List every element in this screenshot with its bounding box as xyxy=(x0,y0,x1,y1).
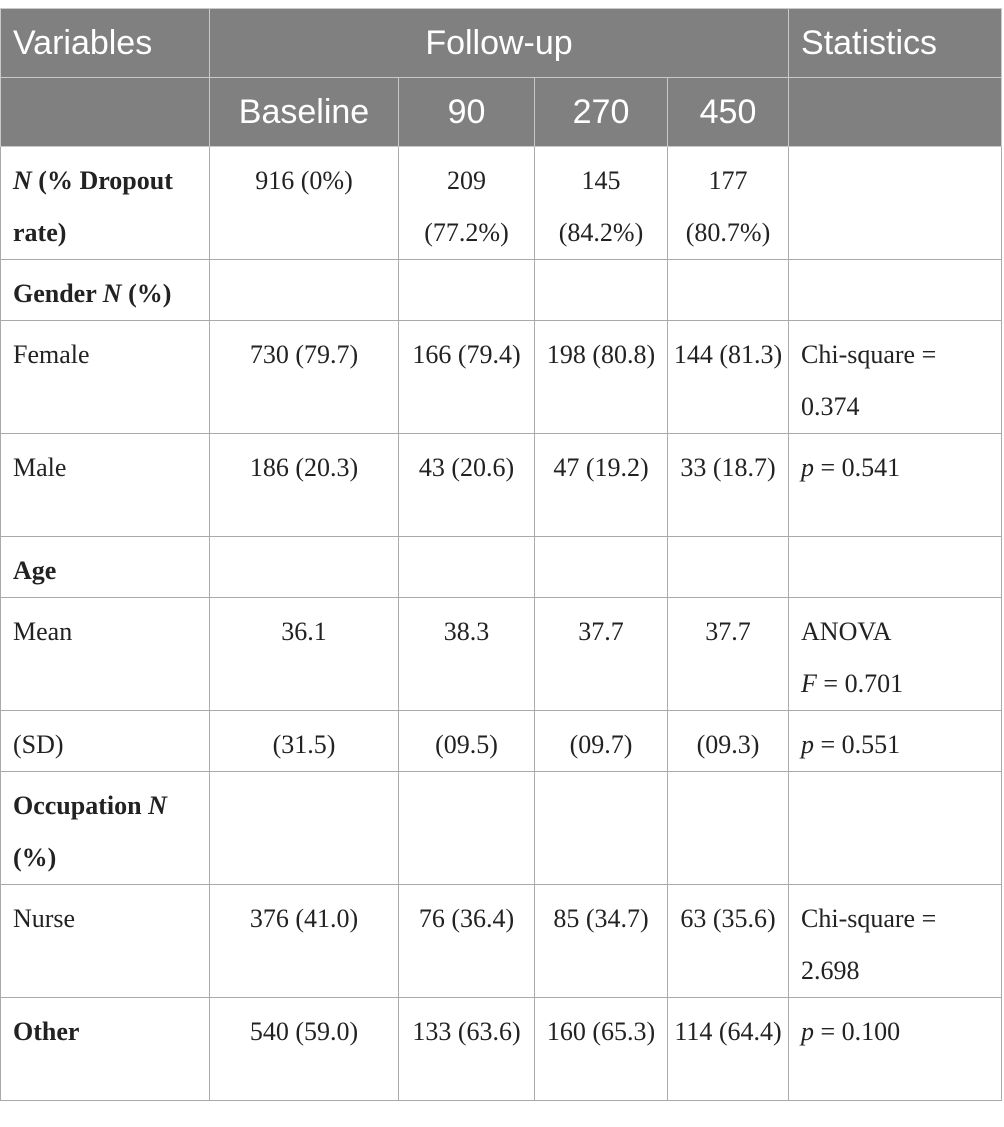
p-symbol: p xyxy=(801,1017,815,1046)
cell-baseline: 540 (59.0) xyxy=(209,997,399,1101)
cell-day-450: 114 (64.4) xyxy=(666,997,790,1101)
header-blank-statistics xyxy=(788,77,1003,147)
stat-value: = 0.701 xyxy=(816,669,904,698)
cell-empty xyxy=(398,771,535,885)
cell-statistics: p = 0.100 xyxy=(788,997,1003,1101)
cell-day-90: 76 (36.4) xyxy=(398,884,535,998)
cell-day-90: 209 (77.2%) xyxy=(398,146,535,260)
cell-baseline: 916 (0%) xyxy=(209,146,399,260)
cell-empty xyxy=(788,536,1003,598)
section-label-text: Gender xyxy=(13,279,103,308)
table-row-other: Other 540 (59.0) 133 (63.6) 160 (65.3) 1… xyxy=(0,997,1003,1101)
cell-baseline: 186 (20.3) xyxy=(209,433,399,537)
row-label: Mean xyxy=(0,597,210,711)
header-follow-up: Follow-up xyxy=(208,8,790,78)
cell-statistics: Chi-square = 0.374 xyxy=(788,320,1003,434)
stat-test-name: ANOVA xyxy=(801,617,892,646)
n-symbol: N xyxy=(102,279,122,308)
cell-day-270: 160 (65.3) xyxy=(534,997,668,1101)
section-label-suffix: (%) xyxy=(13,843,57,872)
row-label: (SD) xyxy=(0,710,210,772)
p-symbol: p xyxy=(801,730,815,759)
table-row-nurse: Nurse 376 (41.0) 76 (36.4) 85 (34.7) 63 … xyxy=(0,884,1003,998)
n-symbol: N xyxy=(148,791,167,820)
cell-empty xyxy=(534,536,668,598)
row-label: Other xyxy=(0,997,210,1101)
cell-day-450: 177 (80.7%) xyxy=(666,146,790,260)
cell-day-270: 37.7 xyxy=(534,597,668,711)
cell-empty xyxy=(209,536,399,598)
row-label: N (% Dropout rate) xyxy=(0,146,210,260)
cell-day-450: (09.3) xyxy=(666,710,790,772)
cell-day-90: 43 (20.6) xyxy=(398,433,535,537)
header-day-450: 450 xyxy=(666,77,790,147)
cell-empty xyxy=(534,771,668,885)
section-label-text: Occupation xyxy=(13,791,149,820)
cell-baseline: 36.1 xyxy=(209,597,399,711)
row-label-text: (% Dropout rate) xyxy=(13,166,173,247)
section-label-suffix: (%) xyxy=(121,279,172,308)
row-label: Male xyxy=(0,433,210,537)
cell-baseline: 730 (79.7) xyxy=(209,320,399,434)
cell-day-270: 47 (19.2) xyxy=(534,433,668,537)
row-label: Nurse xyxy=(0,884,210,998)
cell-empty xyxy=(788,771,1003,885)
cell-statistics: Chi-square = 2.698 xyxy=(788,884,1003,998)
cell-day-90: 166 (79.4) xyxy=(398,320,535,434)
cell-empty xyxy=(666,771,790,885)
cell-baseline: 376 (41.0) xyxy=(209,884,399,998)
table-row-female: Female 730 (79.7) 166 (79.4) 198 (80.8) … xyxy=(0,320,1003,434)
f-symbol: F xyxy=(801,669,817,698)
cell-day-90: (09.5) xyxy=(398,710,535,772)
n-symbol: N xyxy=(13,166,32,195)
table-row-n-dropout: N (% Dropout rate) 916 (0%) 209 (77.2%) … xyxy=(0,146,1003,260)
section-label-gender: Gender N (%) xyxy=(0,259,210,321)
stat-value: = 0.541 xyxy=(814,453,901,482)
cell-empty xyxy=(534,259,668,321)
p-symbol: p xyxy=(801,453,815,482)
table-row-sd: (SD) (31.5) (09.5) (09.7) (09.3) p = 0.5… xyxy=(0,710,1003,772)
cell-day-270: 198 (80.8) xyxy=(534,320,668,434)
cell-statistics: p = 0.551 xyxy=(788,710,1003,772)
header-day-270: 270 xyxy=(534,77,668,147)
table-row-age-header: Age xyxy=(0,536,1003,598)
cell-day-90: 133 (63.6) xyxy=(398,997,535,1101)
cell-empty xyxy=(788,259,1003,321)
cell-day-90: 38.3 xyxy=(398,597,535,711)
row-label: Female xyxy=(0,320,210,434)
cell-empty xyxy=(398,536,535,598)
cell-empty xyxy=(666,259,790,321)
cell-statistics xyxy=(788,146,1003,260)
table-row-mean: Mean 36.1 38.3 37.7 37.7 ANOVA F = 0.701 xyxy=(0,597,1003,711)
section-label-age: Age xyxy=(0,536,210,598)
header-blank-variables xyxy=(0,77,210,147)
section-label-occupation: Occupation N (%) xyxy=(0,771,210,885)
cell-day-270: (09.7) xyxy=(534,710,668,772)
table-row-male: Male 186 (20.3) 43 (20.6) 47 (19.2) 33 (… xyxy=(0,433,1003,537)
cell-day-270: 145 (84.2%) xyxy=(534,146,668,260)
header-statistics: Statistics xyxy=(788,8,1003,78)
cell-statistics: p = 0.541 xyxy=(788,433,1003,537)
cell-empty xyxy=(209,259,399,321)
cell-day-450: 37.7 xyxy=(666,597,790,711)
cell-day-450: 63 (35.6) xyxy=(666,884,790,998)
cell-empty xyxy=(398,259,535,321)
header-baseline: Baseline xyxy=(209,77,399,147)
cell-day-450: 33 (18.7) xyxy=(666,433,790,537)
cell-empty xyxy=(209,771,399,885)
data-table: Variables Follow-up Statistics Baseline … xyxy=(0,8,1003,1101)
header-variables: Variables xyxy=(0,8,210,78)
header-day-90: 90 xyxy=(398,77,535,147)
cell-day-270: 85 (34.7) xyxy=(534,884,668,998)
cell-statistics: ANOVA F = 0.701 xyxy=(788,597,1003,711)
table-row-occupation-header: Occupation N (%) xyxy=(0,771,1003,885)
stat-value: = 0.100 xyxy=(814,1017,901,1046)
cell-empty xyxy=(666,536,790,598)
cell-day-450: 144 (81.3) xyxy=(666,320,790,434)
cell-baseline: (31.5) xyxy=(209,710,399,772)
header-row-1: Variables Follow-up Statistics xyxy=(0,8,1003,78)
stat-value: = 0.551 xyxy=(814,730,901,759)
header-row-2: Baseline 90 270 450 xyxy=(0,77,1003,147)
table-row-gender-header: Gender N (%) xyxy=(0,259,1003,321)
